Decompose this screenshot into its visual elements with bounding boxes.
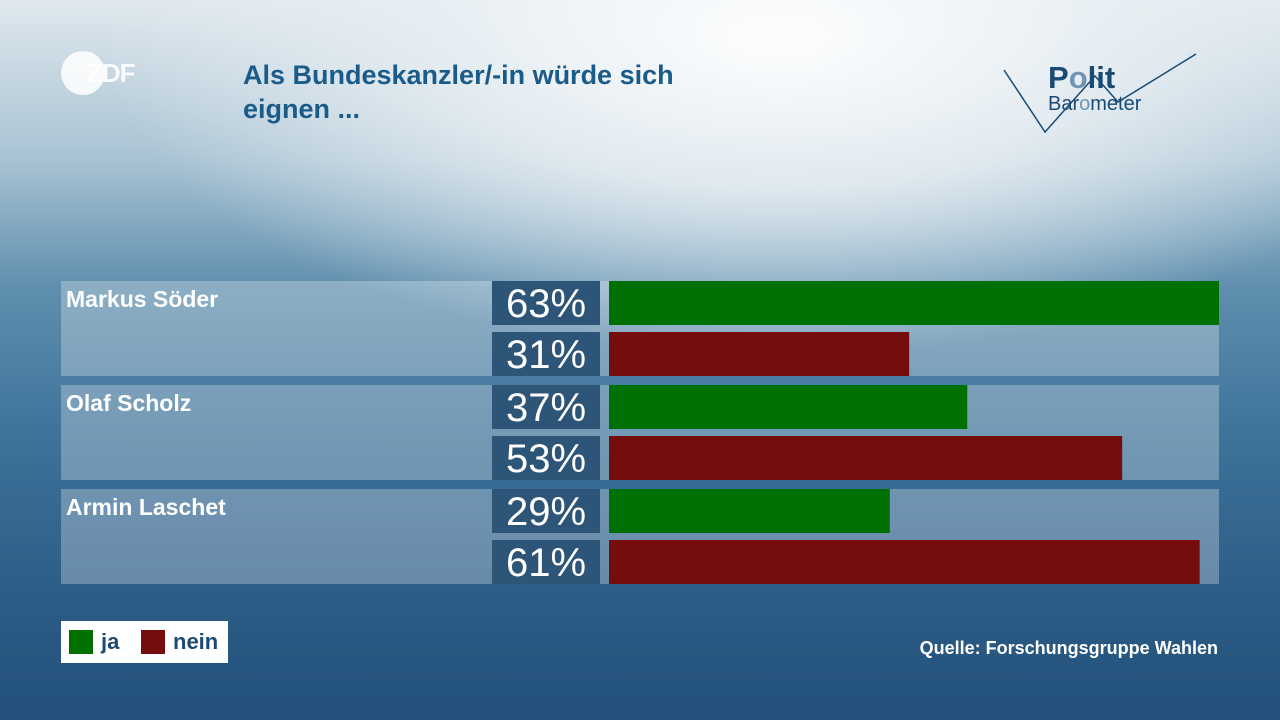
- legend-swatch-nein: [141, 630, 165, 654]
- value-label-box: [492, 436, 600, 480]
- chart-title-line2: eignen ...: [243, 94, 361, 124]
- data-label: 29%: [506, 490, 586, 534]
- data-label: 31%: [506, 333, 586, 377]
- value-label-box: [492, 385, 600, 429]
- data-label: 53%: [506, 437, 586, 481]
- polit-logo-line2: Barometer: [1048, 93, 1142, 115]
- polit-logo-line1: Polit: [1048, 60, 1116, 95]
- category-label: Olaf Scholz: [66, 390, 191, 416]
- value-label-box: [492, 332, 600, 376]
- legend-swatch-ja: [69, 630, 93, 654]
- zdf-logo-text: ZDF: [87, 58, 135, 88]
- value-label-box: [492, 489, 600, 533]
- bar-nein: [609, 540, 1200, 584]
- politbarometer-chart-icon: [1003, 53, 1197, 134]
- data-label: 61%: [506, 541, 586, 585]
- bar-ja: [609, 385, 968, 429]
- category-label: Armin Laschet: [66, 494, 226, 520]
- chart-title-line1: Als Bundeskanzler/-in würde sich: [243, 60, 674, 90]
- source-note: Quelle: Forschungsgruppe Wahlen: [919, 638, 1218, 658]
- data-label: 63%: [506, 282, 586, 326]
- data-label: 37%: [506, 386, 586, 430]
- value-label-box: [492, 281, 600, 325]
- legend-label-ja: ja: [101, 629, 120, 654]
- bar-nein: [609, 332, 910, 376]
- category-label: Markus Söder: [66, 286, 218, 312]
- bar-nein: [609, 436, 1123, 480]
- value-label-box: [492, 540, 600, 584]
- chart-title: Als Bundeskanzler/-in würde sich eignen …: [243, 58, 803, 126]
- chart-legend: ja nein: [61, 621, 228, 663]
- bar-ja: [609, 489, 890, 533]
- bar-ja: [609, 281, 1219, 325]
- legend-label-nein: nein: [173, 629, 219, 654]
- zdf-logo-icon: ZDF: [61, 51, 136, 95]
